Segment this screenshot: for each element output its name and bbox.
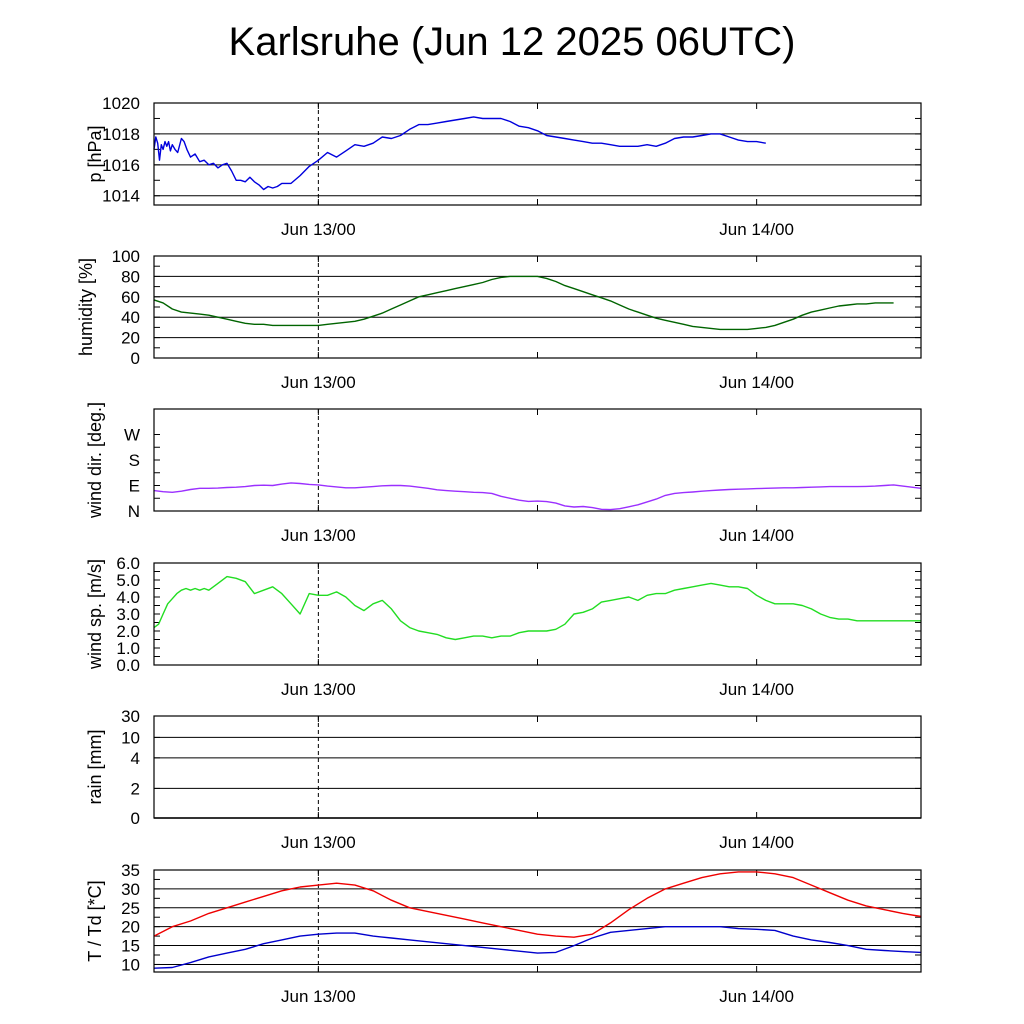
x-tick-label: Jun 13/00 — [281, 987, 356, 1006]
y-tick-label: 25 — [121, 899, 140, 918]
y-tick-label: N — [128, 502, 140, 521]
y-tick-label: 5.0 — [116, 571, 140, 590]
y-axis-label: wind sp. [m/s] — [85, 559, 105, 670]
series-line-0 — [153, 275, 894, 331]
y-tick-label: E — [129, 477, 140, 496]
y-tick-label: 40 — [121, 308, 140, 327]
x-tick-label: Jun 14/00 — [719, 987, 794, 1006]
y-tick-label: 4.0 — [116, 588, 140, 607]
plot-frame — [153, 408, 922, 512]
y-tick-label: 1018 — [102, 125, 140, 144]
y-axis-label: rain [mm] — [85, 729, 105, 804]
y-axis-label: T / Td [*C] — [85, 880, 105, 961]
y-axis-label: wind dir. [deg.] — [85, 402, 105, 519]
y-tick-label: 0.0 — [116, 656, 140, 675]
x-tick-label: Jun 14/00 — [719, 833, 794, 852]
x-tick-label: Jun 14/00 — [719, 680, 794, 699]
y-tick-label: 30 — [121, 880, 140, 899]
y-tick-label: 1014 — [102, 187, 140, 206]
y-tick-label: 10 — [121, 728, 140, 747]
y-tick-label: W — [124, 426, 140, 445]
y-axis-label: humidity [%] — [76, 258, 96, 356]
plot-frame — [153, 869, 922, 973]
y-tick-label: 10 — [121, 955, 140, 974]
panel-3: 0.01.02.03.04.05.06.0 wind sp. [m/s] Jun 1… — [85, 554, 922, 699]
y-tick-label: 4 — [131, 749, 140, 768]
plot-frame — [153, 102, 922, 206]
y-tick-label: 1.0 — [116, 639, 140, 658]
series-line-1 — [153, 926, 922, 969]
y-tick-label: 30 — [121, 707, 140, 726]
x-tick-label: Jun 14/00 — [719, 220, 794, 239]
y-tick-label: 80 — [121, 267, 140, 286]
y-tick-label: 0 — [131, 349, 140, 368]
y-tick-label: 20 — [121, 918, 140, 937]
y-tick-label: 2 — [131, 779, 140, 798]
panel-0: 1014 1016 1018 1020 p [hPa] Jun 13/00 Jun 14/0… — [85, 94, 922, 239]
plot-frame — [153, 255, 922, 359]
panel-4: 0 2 4 10 30 rain [mm] Jun 13/00 Jun 14/00 — [85, 707, 922, 852]
y-tick-label: 20 — [121, 329, 140, 348]
y-tick-label: 6.0 — [116, 554, 140, 573]
plot-frame — [153, 562, 922, 666]
plot-frame — [153, 715, 922, 819]
series-line-0 — [153, 482, 922, 511]
series-line-0 — [153, 116, 766, 191]
y-tick-label: 100 — [112, 247, 140, 266]
y-tick-label: 35 — [121, 861, 140, 880]
x-tick-label: Jun 13/00 — [281, 373, 356, 392]
series-line-0 — [153, 575, 921, 641]
y-tick-label: 1020 — [102, 94, 140, 113]
x-tick-label: Jun 13/00 — [281, 833, 356, 852]
y-tick-label: 60 — [121, 288, 140, 307]
series-line-0 — [153, 871, 922, 938]
y-tick-label: 2.0 — [116, 622, 140, 641]
y-tick-label: S — [129, 451, 140, 470]
x-tick-label: Jun 13/00 — [281, 680, 356, 699]
y-tick-label: 1016 — [102, 156, 140, 175]
y-tick-label: 15 — [121, 937, 140, 956]
y-tick-label: 0 — [131, 809, 140, 828]
x-tick-label: Jun 13/00 — [281, 526, 356, 545]
x-tick-label: Jun 13/00 — [281, 220, 356, 239]
y-axis-label: p [hPa] — [85, 125, 105, 182]
y-tick-label: 3.0 — [116, 605, 140, 624]
chart-title: Karlsruhe (Jun 12 2025 06UTC) — [228, 20, 796, 64]
x-tick-label: Jun 14/00 — [719, 373, 794, 392]
x-tick-label: Jun 14/00 — [719, 526, 794, 545]
